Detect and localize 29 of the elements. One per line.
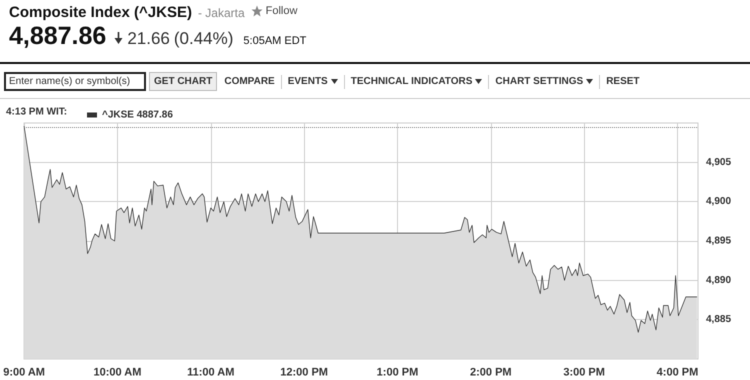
search-field: Enter name(s) or symbol(s): [4, 72, 146, 91]
x-tick-label: 11:00 AM: [187, 366, 234, 378]
text: 5:05AM EDT: [243, 35, 306, 47]
text: CHART SETTINGS: [495, 76, 584, 87]
text: (0.44%): [174, 29, 234, 49]
text: EVENTS: [288, 76, 328, 87]
y-tick-label: 4,905: [706, 156, 732, 168]
y-tick-label: 4,900: [706, 196, 732, 208]
y-tick-label: 4,890: [706, 274, 732, 286]
chart-subtitle: - Jakarta: [198, 6, 245, 20]
text: GET CHART: [149, 72, 218, 91]
text: Follow: [264, 5, 298, 17]
x-tick-label: 10:00 AM: [93, 366, 142, 378]
x-tick-label: 9:00 AM: [3, 366, 45, 378]
x-tick-label: 1:00 PM: [376, 366, 418, 378]
legend-label: ^JKSE 4887.86: [102, 110, 174, 120]
text: COMPARE: [224, 76, 275, 87]
x-tick-label: 3:00 PM: [563, 366, 605, 378]
text: RESET: [606, 76, 640, 87]
legend-title: 4:13 PM WIT:: [6, 106, 68, 118]
y-tick-label: 4,895: [706, 236, 732, 246]
text: 21.66: [127, 29, 170, 49]
y-tick-label: 4,885: [706, 314, 732, 326]
x-tick-label: 2:00 PM: [470, 366, 512, 378]
text: TECHNICAL INDICATORS: [350, 76, 472, 87]
x-tick-label: 4:00 PM: [656, 366, 698, 378]
chart-title: Composite Index (^JKSE): [9, 4, 192, 21]
text: 4,887.86: [9, 22, 106, 51]
x-tick-label: 12:00 PM: [280, 366, 328, 378]
